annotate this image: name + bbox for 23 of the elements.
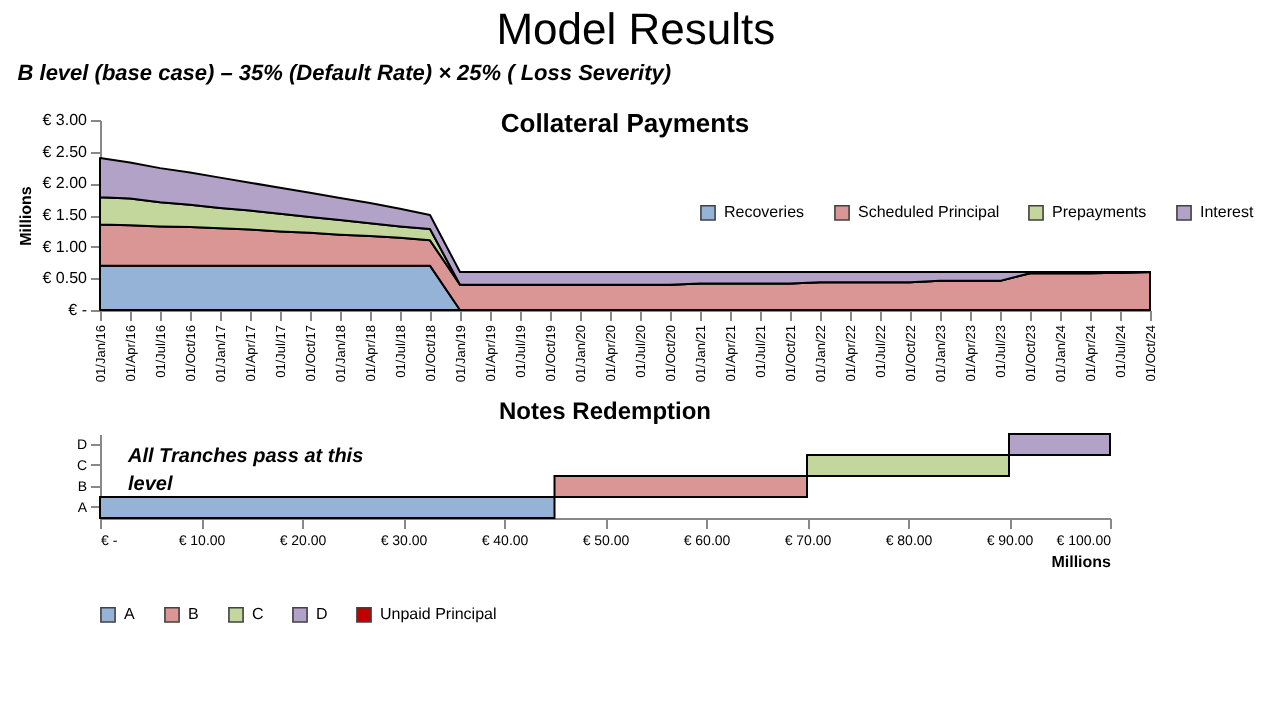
text: Model Results bbox=[496, 4, 776, 54]
legend-label: Prepayments bbox=[1052, 202, 1147, 221]
legend-label: Unpaid Principal bbox=[380, 604, 497, 623]
legend-label: C bbox=[252, 604, 264, 623]
legend-label: Scheduled Principal bbox=[858, 202, 1000, 221]
y-tick-label: € - bbox=[68, 301, 88, 319]
chart-subtitle: B level (base case) – 35% (Default Rate) × 25% ( Loss Severity) bbox=[17, 62, 672, 86]
x-axis-title: Millions bbox=[1051, 553, 1113, 571]
legend-label: D bbox=[316, 604, 328, 623]
y-tick-label: € 0.50 bbox=[42, 269, 89, 288]
chart-title: Notes Redemption bbox=[498, 397, 712, 425]
y-tick-label: € 2.00 bbox=[42, 174, 89, 193]
legend-label: A bbox=[124, 604, 136, 623]
y-tick-label: € 1.50 bbox=[42, 206, 89, 224]
annotation: All Tranches pass at this level bbox=[126, 446, 365, 496]
chart-title: Collateral Payments bbox=[500, 108, 750, 138]
y-tick-label: € 1.00 bbox=[42, 237, 89, 256]
y-axis-title: Millions bbox=[16, 185, 35, 246]
legend-label: Interest bbox=[1200, 202, 1255, 221]
y-tick-label: € 3.00 bbox=[42, 111, 89, 129]
legend-label: B bbox=[188, 604, 199, 623]
legend-label: Recoveries bbox=[724, 202, 805, 221]
y-tick-label: € 2.50 bbox=[42, 142, 89, 161]
